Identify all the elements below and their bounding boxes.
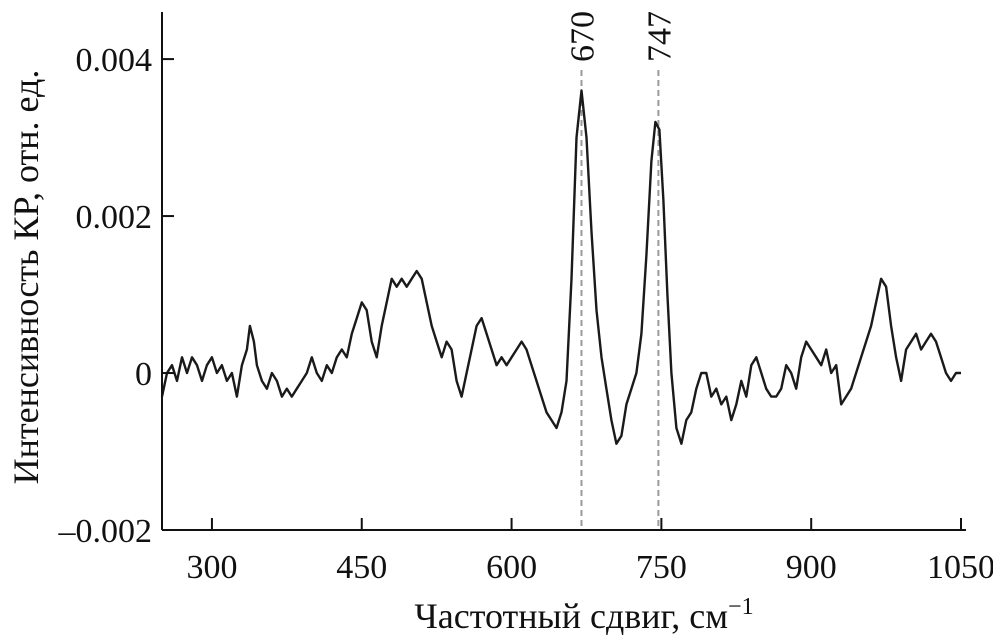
y-tick-label: –0.002	[58, 513, 153, 550]
x-tick-label: 750	[636, 549, 687, 586]
peak-labels: 670 747	[564, 11, 678, 62]
x-axis-title-text: Частотный сдвиг, см	[414, 596, 728, 636]
y-tick-label: 0.004	[76, 42, 153, 79]
x-axis-title-superscript: −1	[728, 594, 754, 620]
axes	[161, 12, 966, 531]
peak-label: 747	[641, 11, 678, 62]
x-tick-label: 300	[186, 549, 237, 586]
tick-layer: 300 450 600 750 900 1050 –0.002 0 0.002 0.004	[58, 42, 993, 586]
x-axis-title: Частотный сдвиг, см−1	[414, 594, 753, 636]
x-tick-label: 1050	[927, 549, 993, 586]
y-tick-label: 0.002	[76, 199, 153, 236]
x-tick-label: 900	[786, 549, 837, 586]
x-tick-label: 450	[336, 549, 387, 586]
spectrum-line	[160, 89, 961, 445]
x-tick-label: 600	[486, 549, 537, 586]
peak-guides	[580, 70, 660, 530]
series-layer	[160, 89, 961, 445]
y-tick-label: 0	[135, 356, 152, 393]
y-axis-title: Интенсивность КР, отн. ед.	[6, 70, 46, 485]
peak-label: 670	[564, 11, 601, 62]
